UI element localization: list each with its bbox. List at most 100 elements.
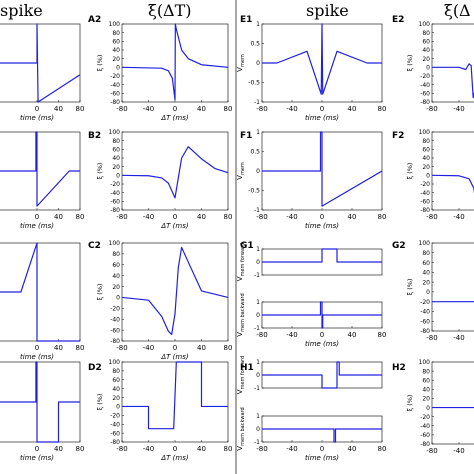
x-tick-label: -80: [426, 334, 437, 342]
y-tick-label: 80: [112, 368, 120, 375]
x-tick-label: -40: [286, 445, 297, 453]
panel-G1: -1 0 1 Vmem forward: [236, 243, 383, 281]
y-tick-label: 40: [422, 155, 430, 162]
y-tick-label: -20: [110, 306, 120, 313]
x-axis-label: time (ms): [305, 340, 339, 348]
plot-frame: [431, 131, 474, 211]
x-tick-label: 80: [378, 213, 387, 221]
y-tick-label: -80: [110, 99, 120, 106]
y-tick-label: 40: [112, 47, 120, 54]
y-tick-label: 0: [426, 65, 430, 72]
y-axis-label: Vmem: [236, 54, 246, 72]
x-tick-label: 40: [197, 445, 206, 453]
x-axis-label: ΔT (ms): [160, 454, 188, 462]
y-tick-label: -60: [420, 432, 430, 439]
y-axis-label: ξ (%): [406, 55, 414, 72]
y-tick-label: -40: [110, 421, 120, 428]
y-tick-label: -40: [420, 82, 430, 89]
plot-frame: [431, 242, 474, 332]
panel-letter-C2: C2: [88, 241, 101, 251]
y-tick-label: -1: [254, 99, 260, 106]
x-tick-label: 40: [54, 213, 63, 221]
y-tick-label: 1: [256, 413, 260, 420]
x-tick-label: -80: [426, 105, 437, 113]
y-tick-label: -1: [254, 325, 260, 332]
x-tick-label: 40: [348, 105, 357, 113]
y-tick-label: -20: [420, 299, 430, 306]
x-tick-label: -80: [116, 344, 127, 352]
x-tick-label: 0: [320, 331, 324, 339]
y-tick-label: 20: [422, 279, 430, 286]
data-series-line: [121, 246, 229, 336]
y-tick-label: 80: [112, 251, 120, 258]
y-tick-label: -0.5: [248, 188, 260, 195]
x-tick-label: 40: [197, 213, 206, 221]
y-tick-label: -1: [254, 207, 260, 214]
y-tick-label: 40: [112, 273, 120, 280]
data-series-line: [262, 428, 382, 443]
panel-letter-B2: B2: [88, 131, 101, 141]
y-tick-label: 0: [426, 173, 430, 180]
y-tick-label: -60: [110, 327, 120, 334]
x-tick-label: -80: [426, 213, 437, 221]
y-tick-label: 20: [112, 164, 120, 171]
y-tick-label: 80: [422, 250, 430, 257]
x-axis-label: time (ms): [305, 114, 339, 122]
y-tick-label: -1: [254, 272, 260, 279]
x-tick-label: 80: [224, 213, 233, 221]
y-tick-label: 60: [422, 147, 430, 154]
panel-letter-H1: H1: [240, 363, 254, 373]
x-tick-label: 80: [76, 105, 85, 113]
y-tick-label: 20: [112, 56, 120, 63]
y-tick-label: 40: [112, 155, 120, 162]
x-tick-label: -40: [453, 447, 464, 455]
panel-G1-backward: -1 0 1 -80 -40 0 40 80 time (ms) Vmem backward: [236, 293, 386, 348]
panel-letter-E1: E1: [240, 15, 252, 25]
y-tick-label: 0: [256, 426, 260, 433]
y-axis-label: Vmem backward: [236, 407, 246, 450]
x-axis-label: time (ms): [20, 454, 54, 462]
x-tick-label: 40: [197, 105, 206, 113]
y-tick-label: 100: [419, 359, 431, 366]
y-tick-label: -0.5: [248, 80, 260, 87]
x-tick-label: -40: [143, 445, 154, 453]
y-tick-label: -20: [110, 413, 120, 420]
data-series-line: [0, 242, 80, 342]
y-tick-label: 40: [422, 270, 430, 277]
y-tick-label: 20: [422, 396, 430, 403]
y-tick-label: -20: [110, 73, 120, 80]
x-tick-label: 0: [35, 213, 39, 221]
panel-letter-F1: F1: [240, 131, 252, 141]
y-tick-label: -1: [254, 439, 260, 446]
panel-E1: -1 -0.5 0 0.5 1 -80 -40 0 40 80 time (ms) Vmem: [236, 21, 386, 122]
x-tick-label: -40: [453, 105, 464, 113]
x-tick-label: 40: [54, 344, 63, 352]
x-tick-label: -40: [286, 213, 297, 221]
x-tick-label: 40: [197, 344, 206, 352]
y-tick-label: -1: [254, 385, 260, 392]
y-axis-label: ξ (%): [96, 284, 104, 301]
column-headers: spike ξ(ΔT) spike ξ(Δ: [0, 1, 471, 20]
x-tick-label: 0: [35, 105, 39, 113]
y-tick-label: 0: [256, 312, 260, 319]
panel-letter-E2: E2: [392, 15, 404, 25]
y-axis-label: Vmem forward: [236, 243, 246, 281]
x-tick-label: -80: [116, 213, 127, 221]
y-tick-label: 20: [112, 395, 120, 402]
panel-letter-D2: D2: [88, 363, 102, 373]
y-axis-label: Vmem: [236, 162, 246, 180]
y-tick-label: 0: [116, 295, 120, 302]
x-axis-label: time (ms): [20, 114, 54, 122]
x-tick-label: -40: [453, 334, 464, 342]
x-tick-label: 0: [320, 445, 324, 453]
data-series-line: [122, 361, 228, 430]
x-tick-label: 80: [378, 105, 387, 113]
panel-A1: 0 40 80 time (ms): [0, 23, 85, 122]
x-tick-label: 0: [173, 213, 177, 221]
y-tick-label: 60: [422, 377, 430, 384]
x-tick-label: -80: [256, 105, 267, 113]
